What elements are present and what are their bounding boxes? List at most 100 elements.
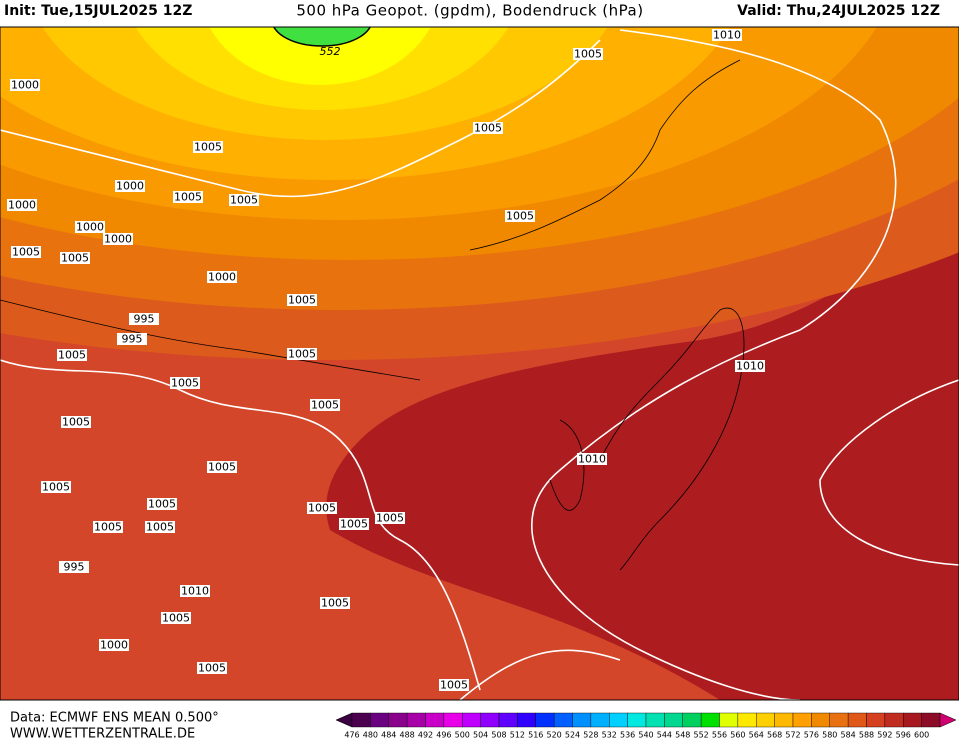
isobar-label: 1005 <box>474 122 502 135</box>
colorbar-label: 600 <box>914 731 929 740</box>
isobar-label: 1010 <box>181 585 209 598</box>
isobar-label-box <box>115 180 145 192</box>
isobar-label-box <box>10 79 40 91</box>
isobar-label: 1005 <box>440 679 468 692</box>
colorbar-label: 504 <box>473 731 488 740</box>
isobar-label-box <box>229 194 259 206</box>
isobar-label: 1010 <box>713 29 741 42</box>
isobars <box>0 29 959 700</box>
isobar-label-box <box>339 518 369 530</box>
colorbar-label: 484 <box>381 731 396 740</box>
colorbar-label: 572 <box>785 731 800 740</box>
contour-label: 552 <box>320 45 341 58</box>
isobar-label: 1005 <box>288 294 316 307</box>
colorbar-swatch <box>756 712 775 728</box>
isobar-label-box <box>505 210 535 222</box>
isobar-label: 1005 <box>376 512 404 525</box>
colorbar-swatch <box>903 712 922 728</box>
isobar-label: 1005 <box>94 521 122 534</box>
isobar-label: 1005 <box>194 141 222 154</box>
isobar-label-box <box>712 29 742 41</box>
colorbar-swatch <box>682 712 702 728</box>
isobar-label-box <box>180 585 210 597</box>
isobar-label-box <box>439 679 469 691</box>
colorbar-swatch <box>388 712 408 728</box>
isobar-label: 1005 <box>574 48 602 61</box>
colorbar-swatch <box>553 712 573 728</box>
colorbar-swatch <box>719 712 739 728</box>
isobar-label: 1005 <box>58 349 86 362</box>
colorbar-label: 584 <box>840 731 855 740</box>
coastlines <box>0 59 745 571</box>
isobar-label: 1000 <box>11 79 39 92</box>
colorbar-label: 480 <box>363 731 378 740</box>
colorbar-swatch <box>498 712 518 728</box>
isobar-label-box <box>287 294 317 306</box>
isobar-label: 1005 <box>62 416 90 429</box>
isobar-label-box <box>173 191 203 203</box>
isobar-label: 1000 <box>116 180 144 193</box>
colorbar-swatch <box>737 712 757 728</box>
map-title: 500 hPa Geopot. (gpdm), Bodendruck (hPa) <box>296 2 643 20</box>
website: WWW.WETTERZENTRALE.DE <box>10 727 195 741</box>
colorbar-swatch <box>425 712 445 728</box>
colorbar-swatch <box>535 712 555 728</box>
isobar-label-box <box>193 141 223 153</box>
isobar-label: 1005 <box>146 521 174 534</box>
colorbar-swatch <box>921 712 941 728</box>
isobar-label: 1005 <box>288 348 316 361</box>
colorbar-label: 536 <box>620 731 635 740</box>
colorbar-label: 500 <box>455 731 470 740</box>
colorbar-swatch <box>517 712 536 728</box>
isobar-label: 1005 <box>321 597 349 610</box>
isobar-label-box <box>207 271 237 283</box>
colorbar-swatch <box>884 712 904 728</box>
isobar-label: 1005 <box>162 612 190 625</box>
colorbar-label: 592 <box>877 731 892 740</box>
colorbar-swatch <box>351 712 371 728</box>
isobar-label-box <box>375 512 405 524</box>
isobar-label: 1005 <box>148 498 176 511</box>
field-band <box>209 27 431 85</box>
isobar-label-box <box>99 639 129 651</box>
colorbar-swatch <box>572 712 592 728</box>
isobar-label-box <box>59 561 89 573</box>
colorbar-label: 528 <box>583 731 598 740</box>
isobar-label-box <box>577 453 607 465</box>
colorbar-label: 552 <box>693 731 708 740</box>
isobar-label: 1005 <box>42 481 70 494</box>
field-band <box>273 27 371 47</box>
isobar-label-box <box>61 416 91 428</box>
isobar-label: 995 <box>134 313 155 326</box>
colorbar-label: 516 <box>528 731 543 740</box>
colorbar-label: 508 <box>491 731 506 740</box>
isobar-label: 1010 <box>578 453 606 466</box>
colorbar-swatch <box>609 712 628 728</box>
data-source: Data: ECMWF ENS MEAN 0.500° <box>10 711 219 726</box>
colorbar-swatch <box>847 712 867 728</box>
isobar-label: 1005 <box>311 399 339 412</box>
isobar-label-box <box>75 221 105 233</box>
colorbar-label: 520 <box>546 731 561 740</box>
colorbar-label: 488 <box>399 731 414 740</box>
isobar-label: 1005 <box>174 191 202 204</box>
isobar-label: 1005 <box>230 194 258 207</box>
isobar-label-box <box>307 502 337 514</box>
isobar-label-box <box>60 252 90 264</box>
colorbar-label: 588 <box>859 731 874 740</box>
isobar-label: 1000 <box>8 199 36 212</box>
colorbar-end <box>939 712 957 728</box>
colorbar-swatch <box>866 712 886 728</box>
colorbar-swatch <box>443 712 463 728</box>
isobar-label-box <box>41 481 71 493</box>
colorbar-swatch <box>406 712 426 728</box>
isobar-label-box <box>93 521 123 533</box>
isobar-label-box <box>310 399 340 411</box>
isobar-label-box <box>147 498 177 510</box>
isobar-label-box <box>11 246 41 258</box>
colorbar-swatch <box>627 712 647 728</box>
colorbar-swatch <box>590 712 610 728</box>
isobar-label: 1000 <box>104 233 132 246</box>
